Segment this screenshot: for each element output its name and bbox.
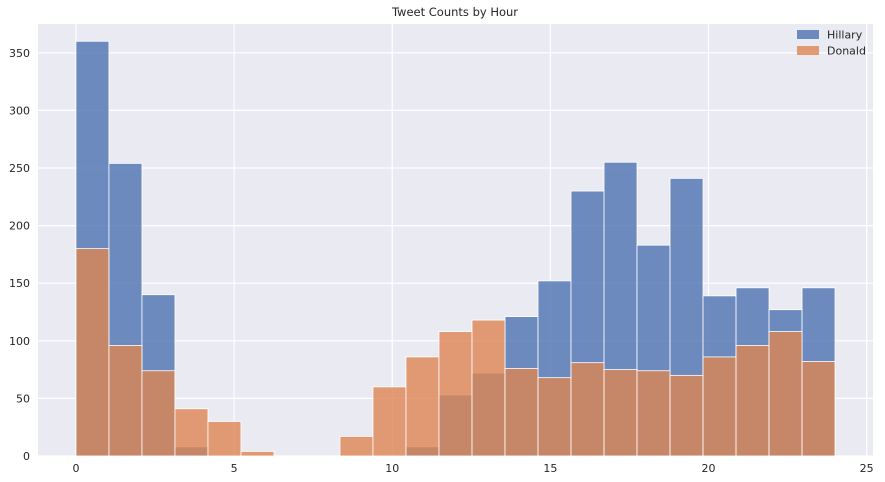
donald-bar-15	[570, 362, 605, 457]
donald-bar-4	[207, 421, 242, 457]
donald-bar-18	[669, 374, 704, 457]
donald-bar-20	[735, 345, 770, 457]
y-tick-label-2: 100	[9, 335, 30, 348]
donald-bar-17	[636, 370, 671, 457]
y-tick-label-5: 250	[9, 162, 30, 175]
x-tick-label-3: 15	[543, 462, 557, 475]
legend: Hillary Donald	[797, 29, 866, 58]
y-tick-label-4: 200	[9, 220, 30, 233]
donald-bars	[75, 248, 836, 457]
x-tick-label-5: 25	[860, 462, 874, 475]
y-tick-label-1: 50	[16, 392, 30, 405]
donald-bar-16	[603, 369, 638, 457]
y-tick-label-0: 0	[23, 450, 30, 463]
x-tick-label-4: 20	[702, 462, 716, 475]
donald-bar-8	[339, 436, 374, 457]
donald-bar-2	[141, 370, 176, 457]
donald-bar-11	[438, 331, 473, 457]
donald-bar-3	[174, 408, 209, 457]
donald-bar-0	[75, 248, 110, 457]
donald-bar-13	[504, 368, 539, 457]
chart-title: Tweet Counts by Hour	[391, 5, 518, 19]
hillary-legend-label: Hillary	[827, 29, 863, 42]
donald-legend-label: Donald	[827, 45, 866, 58]
donald-legend-swatch	[797, 46, 819, 55]
donald-bar-10	[405, 356, 440, 457]
donald-bar-9	[372, 386, 407, 457]
x-tick-label-0: 0	[72, 462, 79, 475]
hillary-legend-swatch	[797, 30, 819, 39]
donald-bar-5	[240, 450, 275, 457]
donald-bar-22	[801, 361, 836, 457]
x-tick-label-1: 5	[231, 462, 238, 475]
y-tick-label-7: 350	[9, 47, 30, 60]
donald-bar-21	[768, 331, 803, 457]
donald-bar-1	[108, 345, 143, 457]
donald-bar-19	[702, 356, 737, 457]
x-tick-label-2: 10	[385, 462, 399, 475]
y-axis-ticks: 0 50 100 150 200 250 300 350	[9, 47, 30, 463]
donald-bar-14	[537, 377, 572, 457]
y-tick-label-6: 300	[9, 104, 30, 117]
y-tick-label-3: 150	[9, 277, 30, 290]
x-axis-ticks: 0 5 10 15 20 25	[72, 462, 873, 475]
donald-bar-12	[471, 319, 506, 457]
